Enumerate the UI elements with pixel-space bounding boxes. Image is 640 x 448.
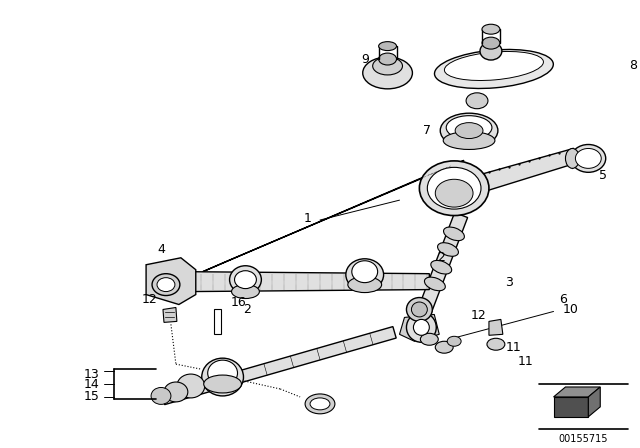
- Text: 9: 9: [361, 52, 369, 65]
- Ellipse shape: [466, 93, 488, 109]
- Ellipse shape: [379, 53, 397, 65]
- Ellipse shape: [455, 123, 483, 138]
- Polygon shape: [191, 271, 429, 292]
- Ellipse shape: [419, 161, 489, 215]
- Text: 8: 8: [629, 60, 637, 73]
- Text: 6: 6: [559, 293, 568, 306]
- Text: 12: 12: [471, 309, 487, 322]
- Ellipse shape: [310, 398, 330, 410]
- Ellipse shape: [157, 278, 175, 292]
- Text: 2: 2: [437, 251, 445, 264]
- Text: 11: 11: [518, 355, 534, 368]
- Text: 2: 2: [243, 303, 252, 316]
- Text: 16: 16: [230, 296, 246, 309]
- Polygon shape: [163, 307, 177, 323]
- Ellipse shape: [352, 261, 378, 283]
- Ellipse shape: [151, 388, 171, 405]
- Ellipse shape: [232, 284, 259, 298]
- Ellipse shape: [428, 168, 481, 209]
- Text: 13: 13: [84, 367, 99, 380]
- Text: 15: 15: [83, 390, 99, 403]
- Ellipse shape: [363, 57, 412, 89]
- Text: 5: 5: [599, 169, 607, 182]
- Ellipse shape: [431, 260, 452, 274]
- Polygon shape: [203, 160, 464, 271]
- Ellipse shape: [447, 336, 461, 346]
- Ellipse shape: [372, 57, 403, 75]
- Text: 1: 1: [304, 211, 312, 224]
- Ellipse shape: [164, 382, 188, 402]
- Polygon shape: [146, 258, 196, 305]
- Ellipse shape: [571, 145, 605, 172]
- Ellipse shape: [438, 243, 458, 256]
- Text: 10: 10: [563, 303, 579, 316]
- Ellipse shape: [480, 42, 502, 60]
- Ellipse shape: [566, 148, 579, 168]
- Ellipse shape: [435, 341, 453, 353]
- Text: 4: 4: [157, 243, 165, 256]
- Ellipse shape: [420, 333, 438, 345]
- Ellipse shape: [487, 338, 505, 350]
- Ellipse shape: [234, 271, 257, 289]
- Text: 11: 11: [506, 341, 522, 354]
- Text: 00155715: 00155715: [559, 434, 608, 444]
- Ellipse shape: [202, 358, 243, 396]
- Text: 3: 3: [505, 276, 513, 289]
- Ellipse shape: [208, 360, 237, 386]
- Ellipse shape: [575, 148, 601, 168]
- Text: 12: 12: [141, 293, 157, 306]
- Ellipse shape: [424, 277, 445, 291]
- Ellipse shape: [379, 42, 397, 51]
- Ellipse shape: [305, 394, 335, 414]
- Ellipse shape: [435, 49, 554, 89]
- Polygon shape: [554, 387, 600, 397]
- Ellipse shape: [177, 374, 205, 398]
- Polygon shape: [161, 327, 396, 405]
- Circle shape: [413, 319, 429, 335]
- Ellipse shape: [444, 227, 465, 241]
- Ellipse shape: [152, 274, 180, 296]
- Text: 14: 14: [84, 378, 99, 391]
- Circle shape: [406, 312, 436, 342]
- Ellipse shape: [435, 179, 473, 207]
- Polygon shape: [489, 319, 503, 335]
- Ellipse shape: [446, 116, 492, 139]
- Ellipse shape: [348, 277, 381, 293]
- Polygon shape: [399, 314, 439, 341]
- Polygon shape: [214, 310, 221, 334]
- Ellipse shape: [440, 113, 498, 148]
- Polygon shape: [588, 387, 600, 417]
- Ellipse shape: [204, 375, 241, 393]
- Ellipse shape: [444, 52, 543, 81]
- Text: 7: 7: [423, 124, 431, 137]
- Ellipse shape: [346, 259, 383, 291]
- Ellipse shape: [406, 297, 432, 321]
- Polygon shape: [554, 397, 588, 417]
- Polygon shape: [474, 148, 579, 193]
- Ellipse shape: [482, 37, 500, 49]
- Ellipse shape: [412, 302, 428, 317]
- Ellipse shape: [482, 24, 500, 34]
- Polygon shape: [415, 213, 468, 322]
- Ellipse shape: [230, 266, 261, 293]
- Ellipse shape: [444, 132, 495, 150]
